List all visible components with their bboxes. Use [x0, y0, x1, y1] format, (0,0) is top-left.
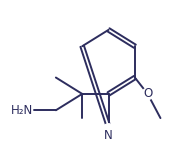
- Text: O: O: [143, 87, 152, 100]
- Text: H₂N: H₂N: [11, 104, 33, 117]
- Circle shape: [142, 88, 153, 100]
- FancyBboxPatch shape: [17, 102, 33, 118]
- Text: N: N: [104, 130, 113, 142]
- Circle shape: [103, 124, 114, 135]
